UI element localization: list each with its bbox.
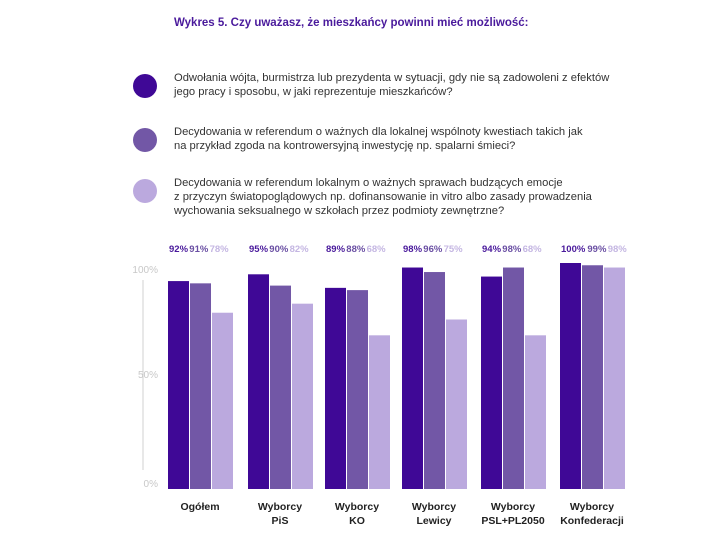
bar xyxy=(481,276,502,489)
data-label: 99% xyxy=(587,244,607,255)
category-label: Lewicy xyxy=(416,515,451,527)
legend-line: wychowania seksualnego w szkołach przez … xyxy=(174,205,505,217)
y-tick-label: 50% xyxy=(138,370,158,381)
bar xyxy=(190,283,211,489)
category-label: Wyborcy xyxy=(412,501,456,513)
data-label: 98% xyxy=(502,244,522,255)
bar xyxy=(582,265,603,489)
data-label: 88% xyxy=(346,244,366,255)
data-label: 100% xyxy=(561,244,586,255)
data-label: 75% xyxy=(444,244,464,255)
data-label: 90% xyxy=(269,244,289,255)
bar xyxy=(168,281,189,489)
legend-item: Decydowania w referendum lokalnym o ważn… xyxy=(133,176,684,218)
bar xyxy=(212,312,233,489)
y-tick-label: 100% xyxy=(132,265,158,276)
category-label: Konfederacji xyxy=(560,515,624,527)
bar xyxy=(446,319,467,489)
legend-item: Decydowania w referendum o ważnych dla l… xyxy=(133,125,684,153)
legend-item: Odwołania wójta, burmistrza lub prezyden… xyxy=(133,71,684,99)
data-label: 92% xyxy=(169,244,189,255)
legend-dot-icon xyxy=(133,128,157,152)
legend-line: jego pracy i sposobu, w jaki reprezentuj… xyxy=(174,86,453,98)
y-tick-label: 0% xyxy=(144,479,159,490)
legend-line: z przyczyn światopoglądowych np. dofinan… xyxy=(174,191,592,203)
category-label: Wyborcy xyxy=(491,501,535,513)
category-label: Wyborcy xyxy=(258,501,302,513)
data-label: 89% xyxy=(326,244,346,255)
data-label: 68% xyxy=(523,244,543,255)
category-label: KO xyxy=(349,515,365,527)
data-label: 82% xyxy=(290,244,310,255)
bar xyxy=(560,263,581,489)
bar xyxy=(248,274,269,489)
bar xyxy=(369,335,390,489)
category-label: Ogółem xyxy=(180,501,219,513)
category-label: PSL+PL2050 xyxy=(481,515,544,527)
data-label: 78% xyxy=(210,244,230,255)
legend-text: Decydowania w referendum lokalnym o ważn… xyxy=(174,176,684,218)
legend-line: Odwołania wójta, burmistrza lub prezyden… xyxy=(174,72,610,84)
data-label: 68% xyxy=(367,244,387,255)
bar xyxy=(525,335,546,489)
legend-dot-icon xyxy=(133,179,157,203)
bar xyxy=(604,267,625,489)
category-label: Wyborcy xyxy=(570,501,614,513)
category-label: Wyborcy xyxy=(335,501,379,513)
legend-line: Decydowania w referendum o ważnych dla l… xyxy=(174,126,583,138)
legend-line: Decydowania w referendum lokalnym o ważn… xyxy=(174,177,563,189)
data-label: 98% xyxy=(608,244,628,255)
bar xyxy=(325,287,346,489)
bar xyxy=(292,303,313,489)
category-label: PiS xyxy=(272,515,289,527)
bar xyxy=(347,290,368,489)
data-label: 94% xyxy=(482,244,502,255)
data-label: 96% xyxy=(423,244,443,255)
legend-dot-icon xyxy=(133,74,157,98)
bar xyxy=(270,285,291,489)
legend-line: na przykład zgoda na kontrowersyjną inwe… xyxy=(174,140,516,152)
data-label: 98% xyxy=(403,244,423,255)
data-label: 91% xyxy=(189,244,209,255)
data-label: 95% xyxy=(249,244,269,255)
bar xyxy=(424,272,445,489)
legend-text: Decydowania w referendum o ważnych dla l… xyxy=(174,125,684,153)
legend-text: Odwołania wójta, burmistrza lub prezyden… xyxy=(174,71,684,99)
bar xyxy=(402,267,423,489)
chart-title: Wykres 5. Czy uważasz, że mieszkańcy pow… xyxy=(174,17,529,29)
bar xyxy=(503,267,524,489)
